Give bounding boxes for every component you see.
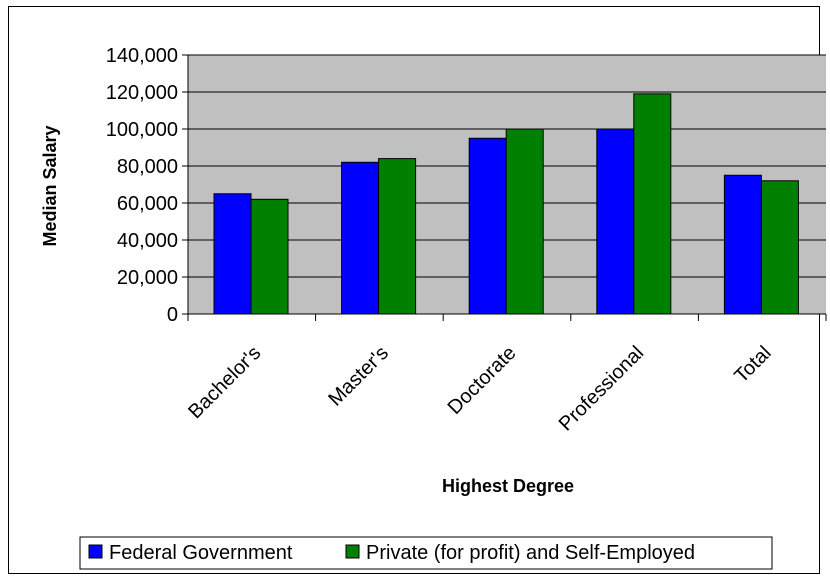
bar-federal <box>596 128 635 315</box>
bar-private <box>505 128 544 315</box>
legend-swatch-federal <box>88 544 103 559</box>
y-tick-label: 40,000 <box>117 230 178 252</box>
bar-private <box>378 158 417 315</box>
bar-private <box>633 93 672 315</box>
legend-swatch-private <box>345 544 360 559</box>
bar-federal <box>468 137 507 315</box>
legend-label-private: Private (for profit) and Self-Employed <box>366 542 695 564</box>
legend-label-federal: Federal Government <box>109 542 293 564</box>
legend: Federal Government Private (for profit) … <box>79 536 773 570</box>
x-tick-label: Doctorate <box>444 342 521 419</box>
bar-private <box>760 180 799 315</box>
y-tick-label: 80,000 <box>117 156 178 178</box>
bar-federal <box>213 193 252 315</box>
bar-federal <box>723 174 762 315</box>
y-axis-title: Median Salary <box>40 125 60 246</box>
bar-federal <box>341 161 380 315</box>
x-tick-label: Master's <box>324 342 393 411</box>
y-tick-label: 60,000 <box>117 193 178 215</box>
bar-private <box>250 198 289 315</box>
x-tick-label: Bachelor's <box>184 342 265 423</box>
y-tick-label: 140,000 <box>106 45 178 67</box>
x-axis-title: Highest Degree <box>442 476 574 496</box>
x-tick-labels: Bachelor's Master's Doctorate Professional T… <box>184 342 776 435</box>
y-tick-label: 20,000 <box>117 267 178 289</box>
y-tick-label: 0 <box>167 304 178 326</box>
x-tick-label: Professional <box>555 342 648 435</box>
axes <box>182 54 827 321</box>
y-tick-label: 120,000 <box>106 82 178 104</box>
x-tick-label: Total <box>730 342 775 387</box>
legend-box <box>79 536 773 570</box>
y-tick-label: 100,000 <box>106 119 178 141</box>
y-tick-labels: 0 20,000 40,000 60,000 80,000 100,000 120,000 1… <box>106 45 178 326</box>
